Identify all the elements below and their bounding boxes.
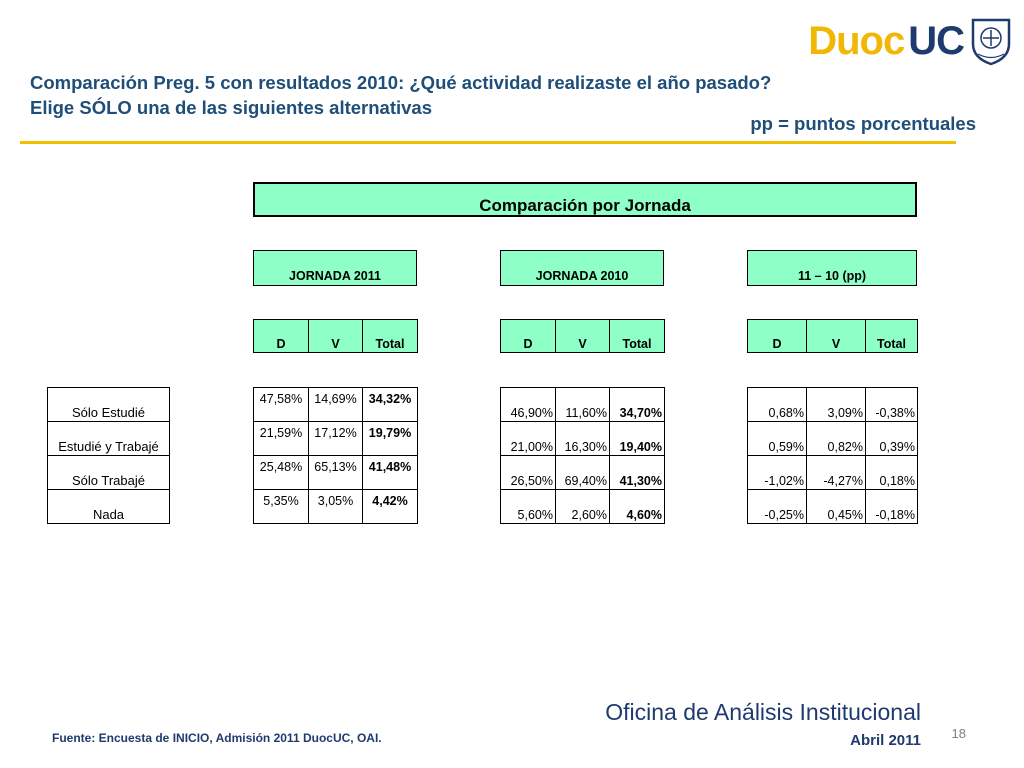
col-header-d: D [253,319,309,353]
row-label: Sólo Estudié [47,387,170,422]
cell-total: 19,79% [362,421,418,456]
table-row: -1,02% -4,27% 0,18% [747,455,918,490]
table-row: 0,59% 0,82% 0,39% [747,421,918,456]
col-header-v: V [806,319,866,353]
cell-total: 0,18% [865,455,918,490]
group-header-diff: 11 – 10 (pp) [747,250,917,286]
cell-d: 5,60% [500,489,556,524]
col-header-total: Total [609,319,665,353]
cell-v: 17,12% [308,421,363,456]
col-headers-2010: D V Total [500,319,665,353]
table-row: 5,35% 3,05% 4,42% [253,489,418,524]
duocuc-logo: Duoc UC [808,14,1012,68]
table-diff: 0,68% 3,09% -0,38% 0,59% 0,82% 0,39% -1,… [747,387,918,524]
cell-v: 11,60% [555,387,610,422]
table-2010: 46,90% 11,60% 34,70% 21,00% 16,30% 19,40… [500,387,665,524]
cell-d: 47,58% [253,387,309,422]
slide-title: Comparación Preg. 5 con resultados 2010:… [30,70,830,120]
cell-total: 41,48% [362,455,418,490]
table-row: 5,60% 2,60% 4,60% [500,489,665,524]
cell-total: 4,60% [609,489,665,524]
office-name: Oficina de Análisis Institucional [605,699,921,725]
col-header-v: V [555,319,610,353]
row-label: Nada [47,489,170,524]
cell-total: -0,38% [865,387,918,422]
col-header-v: V [308,319,363,353]
cell-total: 0,39% [865,421,918,456]
table-row: -0,25% 0,45% -0,18% [747,489,918,524]
cell-d: -0,25% [747,489,807,524]
cell-total: 34,32% [362,387,418,422]
title-line-2: Elige SÓLO una de las siguientes alterna… [30,97,432,118]
cell-v: 16,30% [555,421,610,456]
cell-v: 0,82% [806,421,866,456]
cell-total: 34,70% [609,387,665,422]
col-header-total: Total [865,319,918,353]
page-number: 18 [951,726,966,741]
title-line-1: Comparación Preg. 5 con resultados 2010:… [30,72,772,93]
table-row: 25,48% 65,13% 41,48% [253,455,418,490]
cell-total: -0,18% [865,489,918,524]
cell-total: 19,40% [609,421,665,456]
group-header-2011: JORNADA 2011 [253,250,417,286]
cell-d: -1,02% [747,455,807,490]
table-row: 21,00% 16,30% 19,40% [500,421,665,456]
title-underline [20,141,956,144]
comparison-header: Comparación por Jornada [253,182,917,217]
col-header-total: Total [362,319,418,353]
cell-d: 25,48% [253,455,309,490]
pp-note: pp = puntos porcentuales [750,113,976,134]
cell-d: 0,59% [747,421,807,456]
table-row: 0,68% 3,09% -0,38% [747,387,918,422]
cell-v: 65,13% [308,455,363,490]
table-row: 47,58% 14,69% 34,32% [253,387,418,422]
cell-v: 2,60% [555,489,610,524]
table-row: 46,90% 11,60% 34,70% [500,387,665,422]
cell-v: 0,45% [806,489,866,524]
cell-d: 0,68% [747,387,807,422]
logo-duoc-text: Duoc [808,18,905,63]
cell-d: 5,35% [253,489,309,524]
row-labels-table: Sólo Estudié Estudié y Trabajé Sólo Trab… [47,387,170,524]
col-header-d: D [747,319,807,353]
row-label: Estudié y Trabajé [47,421,170,456]
table-row: 26,50% 69,40% 41,30% [500,455,665,490]
logo-uc-text: UC [908,18,965,63]
report-date: Abril 2011 [850,732,921,749]
group-header-2010: JORNADA 2010 [500,250,664,286]
cell-v: 3,05% [308,489,363,524]
row-label: Sólo Trabajé [47,455,170,490]
cell-v: -4,27% [806,455,866,490]
uc-seal-icon [971,18,1011,66]
cell-d: 46,90% [500,387,556,422]
cell-v: 69,40% [555,455,610,490]
table-2011: 47,58% 14,69% 34,32% 21,59% 17,12% 19,79… [253,387,418,524]
cell-total: 41,30% [609,455,665,490]
source-note: Fuente: Encuesta de INICIO, Admisión 201… [52,731,382,745]
col-headers-2011: D V Total [253,319,418,353]
cell-d: 21,00% [500,421,556,456]
cell-d: 26,50% [500,455,556,490]
col-header-d: D [500,319,556,353]
col-headers-diff: D V Total [747,319,918,353]
cell-v: 3,09% [806,387,866,422]
cell-total: 4,42% [362,489,418,524]
cell-v: 14,69% [308,387,363,422]
cell-d: 21,59% [253,421,309,456]
table-row: 21,59% 17,12% 19,79% [253,421,418,456]
